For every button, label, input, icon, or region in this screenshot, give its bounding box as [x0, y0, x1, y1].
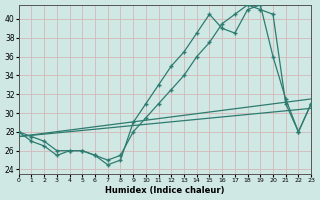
X-axis label: Humidex (Indice chaleur): Humidex (Indice chaleur): [105, 186, 225, 195]
